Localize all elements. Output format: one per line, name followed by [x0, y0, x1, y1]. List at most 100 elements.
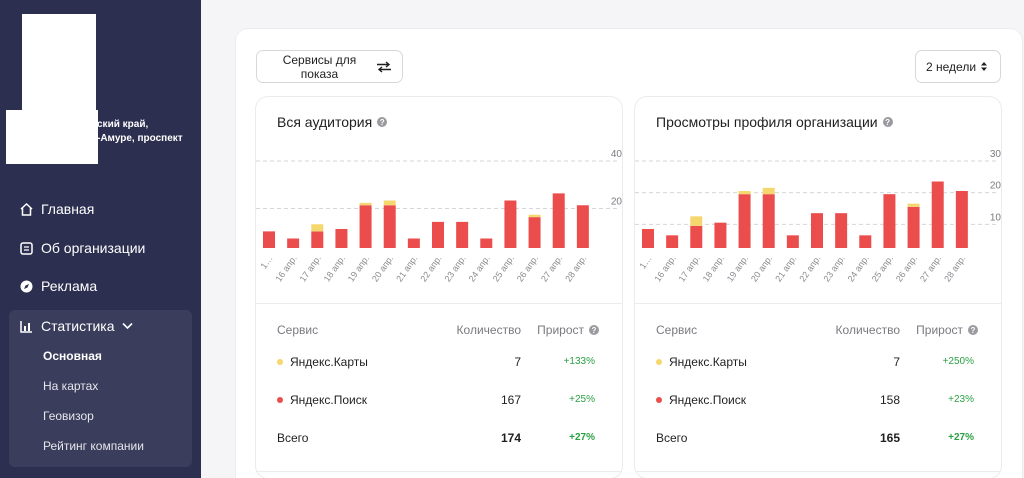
bar-maps	[690, 216, 703, 226]
x-tick-label: 17 апр.	[677, 253, 702, 283]
bar-search	[263, 231, 275, 248]
x-tick-label: 23 апр.	[821, 253, 846, 283]
sliders-icon	[372, 60, 392, 73]
divider	[256, 471, 622, 472]
total-label: Всего	[656, 431, 688, 445]
sort-arrows-icon	[976, 61, 988, 72]
row-count: 167	[500, 393, 521, 407]
bar-search	[480, 238, 493, 248]
row-growth: +25%	[569, 394, 595, 405]
col-header-growth: Прирост ?	[916, 323, 978, 337]
total-count: 165	[879, 431, 900, 445]
col-header-count: Количество	[456, 323, 521, 337]
total-growth: +27%	[948, 432, 974, 443]
bar-search	[504, 200, 517, 248]
col-header-growth-text: Прирост	[537, 323, 584, 337]
x-tick-label: 28 апр.	[942, 253, 967, 283]
nav-label: Реклама	[41, 278, 98, 294]
bar-chart: 10 20 30 1…16 апр.17 апр.18 апр.19 апр.20 а…	[635, 149, 1001, 284]
nav-label: Главная	[41, 201, 95, 217]
period-select-label: 2 недели	[926, 59, 977, 74]
panel-profile-views: Просмотры профиля организации ? 10 20 30 1……	[635, 97, 1001, 478]
row-count: 7	[893, 355, 900, 369]
col-header-service: Сервис	[656, 323, 698, 337]
row-count: 158	[879, 393, 900, 407]
bar-search	[311, 231, 324, 248]
bar-search	[528, 217, 541, 248]
bar-search	[335, 229, 348, 248]
x-tick-label: 24 апр.	[846, 253, 871, 283]
panel-title-text: Вся аудитория	[277, 114, 373, 130]
nav-item-home[interactable]: Главная	[18, 198, 94, 220]
col-header-growth: Прирост ?	[537, 323, 599, 337]
service-name: Яндекс.Карты	[669, 355, 747, 369]
help-icon[interactable]: ?	[589, 325, 599, 335]
nav-item-stats[interactable]: Статистика	[18, 315, 133, 337]
submenu-main[interactable]: Основная	[43, 349, 102, 363]
panel-all-audience: Вся аудитория ? 20 40 1… 16 апр. 17 апр. 18 а…	[256, 97, 622, 478]
total-count: 174	[500, 431, 521, 445]
legend-dot	[277, 397, 283, 403]
y-tick-label: 10	[990, 212, 1001, 223]
chart-icon	[18, 318, 34, 334]
help-icon[interactable]: ?	[882, 117, 893, 127]
bar-maps	[359, 202, 372, 206]
bar-search	[907, 206, 920, 248]
bar-maps	[383, 200, 396, 206]
x-tick-label: 20 апр.	[749, 253, 774, 283]
company-logo	[22, 14, 96, 112]
x-tick-label: 18 апр.	[701, 253, 726, 283]
bar-search	[714, 222, 727, 248]
panel-title: Просмотры профиля организации ?	[656, 114, 893, 130]
chevron-down-icon	[121, 322, 133, 330]
total-label: Всего	[277, 431, 309, 445]
help-icon[interactable]: ?	[968, 325, 978, 335]
bar-search	[786, 235, 799, 248]
bar-search	[835, 213, 848, 248]
legend-dot	[656, 397, 662, 403]
legend-dot	[277, 359, 283, 365]
divider	[256, 303, 622, 304]
bar-search	[931, 181, 944, 248]
table-row-service: Яндекс.Карты	[656, 355, 747, 369]
submenu-geovisor[interactable]: Геовизор	[43, 409, 94, 423]
bar-maps	[738, 191, 751, 195]
bar-search	[859, 235, 872, 248]
services-filter-button[interactable]: Сервисы для показа	[256, 50, 403, 83]
nav-item-ads[interactable]: Реклама	[18, 275, 97, 297]
x-tick-label: 20 апр.	[370, 253, 395, 283]
x-tick-label: 18 апр.	[322, 253, 347, 283]
bar-search	[432, 221, 444, 248]
bar-search	[642, 229, 654, 248]
bar-search	[383, 205, 396, 248]
bar-chart: 20 40 1…16 апр.17 апр.18 апр.19 апр.20 апр…	[256, 149, 622, 284]
bar-search	[883, 194, 896, 248]
divider	[635, 303, 1001, 304]
x-tick-label: 16 апр.	[652, 253, 677, 283]
nav-item-about[interactable]: Об организации	[18, 237, 145, 259]
bar-search	[552, 193, 565, 248]
divider	[635, 471, 1001, 472]
x-tick-label: 17 апр.	[298, 253, 323, 283]
compass-icon	[18, 278, 34, 294]
bar-maps	[907, 203, 920, 207]
submenu-rating[interactable]: Рейтинг компании	[43, 439, 144, 453]
sidebar: ский край, -Амуре, проспект Главная Об о…	[0, 0, 201, 478]
table-row-service: Яндекс.Поиск	[656, 393, 746, 407]
address-line-2: -Амуре, проспект	[97, 133, 183, 144]
x-tick-label: 26 апр.	[515, 253, 540, 283]
col-header-service: Сервис	[277, 323, 319, 337]
x-tick-label: 26 апр.	[894, 253, 919, 283]
services-filter-label: Сервисы для показа	[282, 52, 357, 81]
bar-search	[287, 238, 300, 248]
help-icon[interactable]: ?	[377, 117, 388, 127]
period-select[interactable]: 2 недели	[915, 50, 1001, 83]
legend-dot	[656, 359, 662, 365]
submenu-on-maps[interactable]: На картах	[43, 379, 99, 393]
y-tick-label: 30	[990, 149, 1001, 160]
service-name: Яндекс.Поиск	[290, 393, 367, 407]
total-growth: +27%	[569, 432, 595, 443]
address-line-1: ский край,	[97, 119, 149, 130]
row-growth: +23%	[948, 394, 974, 405]
col-header-count: Количество	[835, 323, 900, 337]
